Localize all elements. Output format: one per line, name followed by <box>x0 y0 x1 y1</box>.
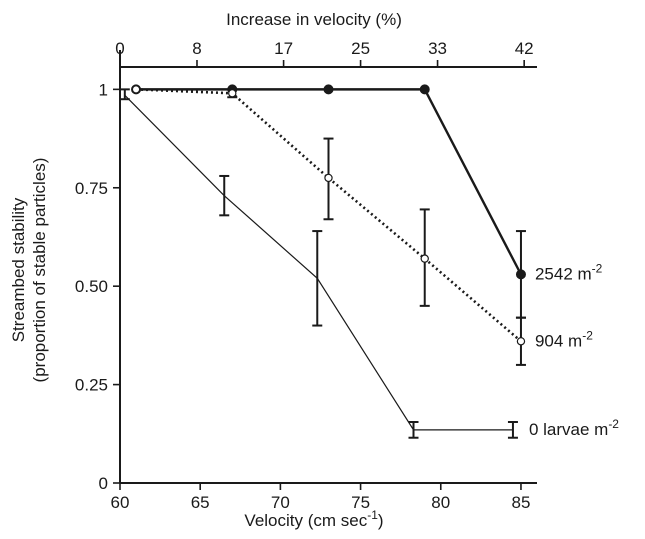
top-tick-label: 17 <box>274 39 293 58</box>
y-tick-label: 0.75 <box>75 179 108 198</box>
y-tick-label: 0.25 <box>75 376 108 395</box>
top-axis-title: Increase in velocity (%) <box>226 10 402 29</box>
series-layer <box>119 84 526 439</box>
data-point <box>419 84 430 95</box>
y-axis-title-line2: (proportion of stable particles) <box>30 158 49 383</box>
data-point <box>228 89 237 98</box>
y-axis-title-line1: Streambed stability <box>9 197 28 342</box>
top-tick-label: 8 <box>192 39 201 58</box>
data-point <box>516 337 526 346</box>
y-tick-label: 0.50 <box>75 277 108 296</box>
series-label: 904 m-2 <box>535 328 593 350</box>
x-tick-label: 80 <box>431 493 450 512</box>
x-tick-label: 65 <box>191 493 210 512</box>
x-tick-label: 70 <box>271 493 290 512</box>
data-point <box>131 85 141 94</box>
x-tick-label: 60 <box>111 493 130 512</box>
top-tick-label: 33 <box>428 39 447 58</box>
series-2 <box>119 88 518 439</box>
data-point <box>515 269 526 280</box>
series-labels: 2542 m-2 904 m-2 0 larvae m-2 <box>529 261 619 438</box>
data-point <box>323 84 334 95</box>
series-label: 2542 m-2 <box>535 261 603 283</box>
series-1 <box>131 85 526 366</box>
top-tick-label: 25 <box>351 39 370 58</box>
series-label: 0 larvae m-2 <box>529 417 619 439</box>
data-point <box>324 173 333 183</box>
data-point <box>420 254 429 263</box>
top-axis-ticks: 0 8 17 25 33 42 <box>115 39 534 67</box>
y-axis-ticks: 0 0.25 0.50 0.75 1 <box>75 80 120 493</box>
x-axis-ticks: 60 65 70 75 80 85 <box>111 483 531 512</box>
x-tick-label: 75 <box>351 493 370 512</box>
y-tick-label: 1 <box>99 80 108 99</box>
top-tick-label: 42 <box>515 39 534 58</box>
top-tick-label: 0 <box>115 39 124 58</box>
x-axis-title: Velocity (cm sec-1) <box>244 508 383 530</box>
y-tick-label: 0 <box>99 474 108 493</box>
x-tick-label: 85 <box>512 493 531 512</box>
